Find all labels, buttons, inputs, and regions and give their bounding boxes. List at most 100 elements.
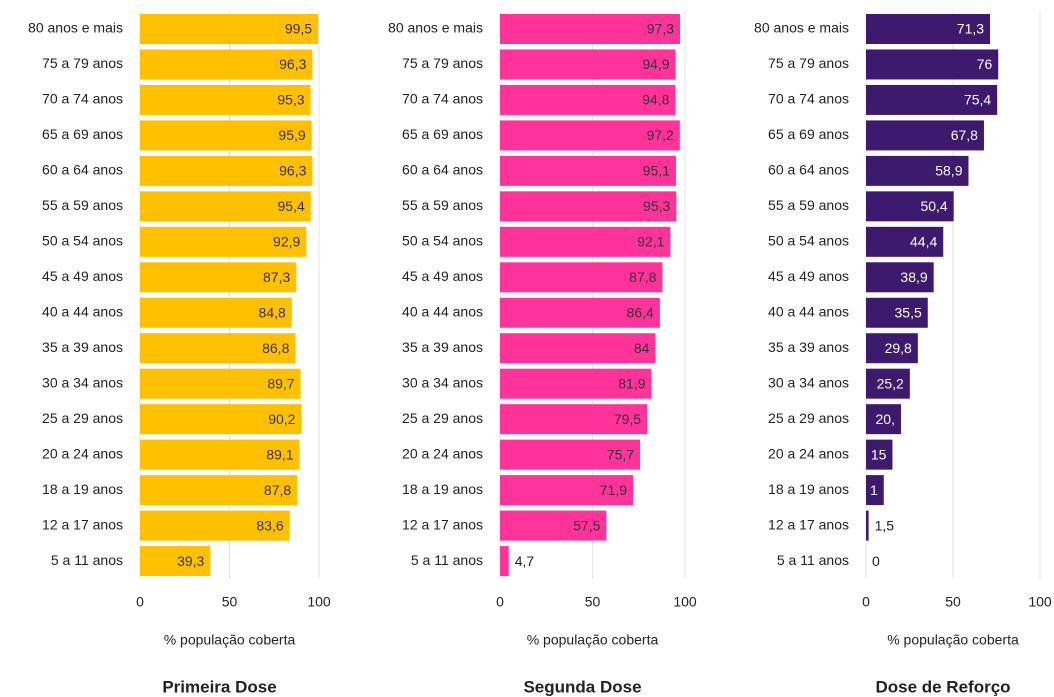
category-label: 30 a 34 anos <box>768 374 849 390</box>
value-label: 76 <box>977 56 993 72</box>
category-label: 60 a 64 anos <box>42 162 123 178</box>
bar <box>866 262 934 293</box>
value-label: 86,8 <box>262 340 289 356</box>
bar <box>500 262 663 293</box>
value-label: 81,9 <box>618 375 645 391</box>
bar <box>140 14 319 44</box>
value-label: 94,9 <box>642 56 669 72</box>
value-label: 95,9 <box>278 127 305 143</box>
category-label: 65 a 69 anos <box>42 126 123 142</box>
category-label: 25 a 29 anos <box>768 410 849 426</box>
bar <box>866 155 969 186</box>
bar <box>140 404 302 435</box>
category-label: 80 anos e mais <box>754 20 849 36</box>
category-label: 5 a 11 anos <box>51 552 123 568</box>
category-label: 75 a 79 anos <box>768 55 849 71</box>
category-label: 45 a 49 anos <box>402 268 483 284</box>
category-label: 45 a 49 anos <box>768 268 849 284</box>
x-tick-label: 50 <box>585 594 601 610</box>
category-label: 45 a 49 anos <box>42 268 123 284</box>
bar <box>866 475 884 506</box>
category-label: 70 a 74 anos <box>402 91 483 107</box>
category-label: 12 a 17 anos <box>768 516 849 532</box>
value-label: 0 <box>872 553 880 569</box>
category-label: 25 a 29 anos <box>402 410 483 426</box>
value-label: 71,3 <box>957 21 984 37</box>
value-label: 38,9 <box>900 269 927 285</box>
value-label: 83,6 <box>256 517 283 533</box>
value-label: 96,3 <box>279 163 306 179</box>
bar <box>140 155 313 186</box>
bar <box>500 191 677 222</box>
bar <box>140 262 297 293</box>
category-label: 55 a 59 anos <box>402 197 483 213</box>
value-label: 84 <box>634 340 650 356</box>
category-label: 40 a 44 anos <box>768 303 849 319</box>
value-label: 95,1 <box>643 163 670 179</box>
x-tick-label: 0 <box>496 594 504 610</box>
category-label: 20 a 24 anos <box>42 445 123 461</box>
value-label: 86,4 <box>627 304 654 320</box>
value-label: 99,5 <box>285 21 312 37</box>
category-label: 12 a 17 anos <box>402 516 483 532</box>
bar <box>500 368 652 399</box>
category-label: 35 a 39 anos <box>402 339 483 355</box>
bar <box>866 297 928 328</box>
bar <box>500 333 656 364</box>
value-label: 92,9 <box>273 234 300 250</box>
bar <box>140 191 311 222</box>
value-label: 94,8 <box>642 92 669 108</box>
category-label: 18 a 19 anos <box>768 481 849 497</box>
bar <box>140 368 301 399</box>
value-label: 79,5 <box>614 411 641 427</box>
bar <box>140 546 211 577</box>
chart-title: Primeira Dose <box>162 677 276 696</box>
value-label: 75,7 <box>607 446 634 462</box>
value-label: 92,1 <box>637 234 664 250</box>
category-label: 75 a 79 anos <box>402 55 483 71</box>
bar <box>866 404 901 435</box>
value-label: 97,2 <box>647 127 674 143</box>
bar <box>500 475 634 506</box>
value-label: 89,1 <box>266 446 293 462</box>
category-label: 50 a 54 anos <box>768 233 849 249</box>
category-label: 60 a 64 anos <box>768 162 849 178</box>
bar <box>140 510 290 541</box>
value-label: 87,8 <box>629 269 656 285</box>
category-label: 30 a 34 anos <box>42 374 123 390</box>
category-label: 80 anos e mais <box>28 20 123 36</box>
category-label: 60 a 64 anos <box>402 162 483 178</box>
category-label: 55 a 59 anos <box>768 197 849 213</box>
category-label: 30 a 34 anos <box>402 374 483 390</box>
value-label: 20, <box>876 411 895 427</box>
bar <box>866 14 991 44</box>
bar <box>500 297 660 328</box>
category-label: 18 a 19 anos <box>42 481 123 497</box>
x-tick-label: 0 <box>862 594 870 610</box>
value-label: 25,2 <box>877 375 904 391</box>
category-label: 50 a 54 anos <box>42 233 123 249</box>
value-label: 29,8 <box>885 340 912 356</box>
value-label: 84,8 <box>259 304 286 320</box>
bar <box>500 84 676 115</box>
value-label: 4,7 <box>515 553 535 569</box>
bar <box>500 14 681 44</box>
bar <box>500 546 509 577</box>
category-label: 50 a 54 anos <box>402 233 483 249</box>
category-label: 12 a 17 anos <box>42 516 123 532</box>
x-tick-label: 50 <box>945 594 961 610</box>
value-label: 87,3 <box>263 269 290 285</box>
value-label: 67,8 <box>951 127 978 143</box>
value-label: 39,3 <box>177 553 204 569</box>
category-label: 55 a 59 anos <box>42 197 123 213</box>
category-label: 80 anos e mais <box>388 20 483 36</box>
category-label: 35 a 39 anos <box>768 339 849 355</box>
x-axis-label: % população coberta <box>887 632 1019 648</box>
x-tick-label: 100 <box>1028 594 1052 610</box>
x-axis-label: % população coberta <box>164 632 296 648</box>
bar <box>140 226 307 257</box>
category-label: 18 a 19 anos <box>402 481 483 497</box>
value-label: 1,5 <box>875 517 895 533</box>
